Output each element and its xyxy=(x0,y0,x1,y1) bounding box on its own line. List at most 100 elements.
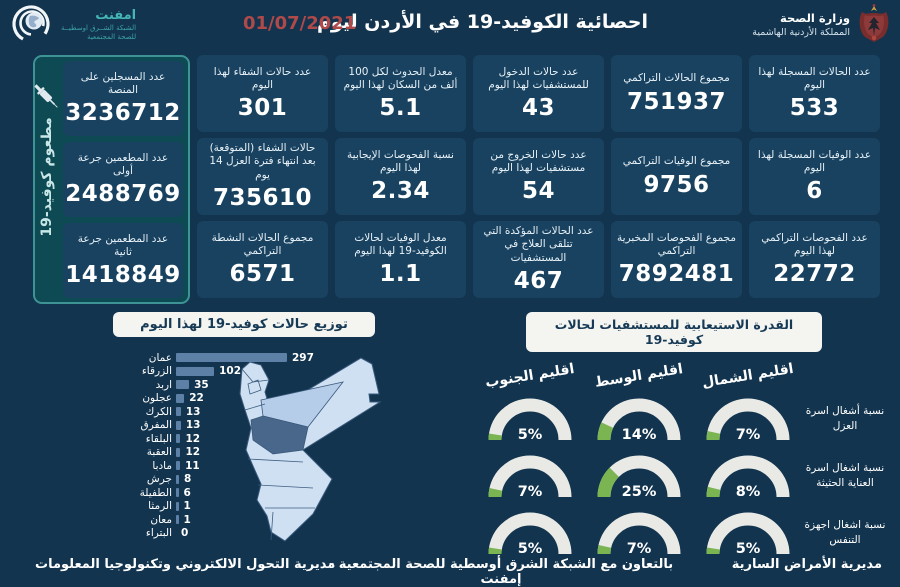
gauge-percent-label: 5% xyxy=(735,541,760,557)
footer-collaboration: بالتعاون مع الشبكة الشرق أوسطية للصحة ال… xyxy=(328,557,674,587)
bar-category-label: معان xyxy=(150,513,172,526)
bar-value: 13 xyxy=(185,405,201,418)
stat-card-value: 467 xyxy=(513,267,564,294)
stat-column: عدد حالات الدخول للمستشفيات لهذا اليوم 43… xyxy=(473,55,604,304)
stat-card: مجموع الفحوصات المخبرية التراكمي 7892481 xyxy=(611,221,742,298)
bar-row: معان 1 xyxy=(58,513,358,527)
stat-card: حالات الشفاء (المتوقعة) بعد انتهاء فترة … xyxy=(197,138,328,215)
gauge: 5% xyxy=(475,390,584,447)
stat-card-label: عدد حالات الخروج من مستشفيات لهذا اليوم xyxy=(490,148,587,174)
bar-value: 12 xyxy=(185,432,201,445)
stat-card-label: مجموع الحالات النشطة التراكمي xyxy=(211,231,314,257)
stat-card-label: عدد المطعمين جرعة ثانية xyxy=(77,232,169,258)
stat-card-label: عدد حالات الشفاء لهذا اليوم xyxy=(213,65,312,91)
stat-column: عدد الحالات المسجلة لهذا اليوم 533 عدد الو… xyxy=(749,55,880,304)
bar-row: عمان 297 xyxy=(58,351,358,365)
vaccination-panel: مطعوم كوفيد-19 عدد المسجلين على المنصة 32… xyxy=(33,55,190,304)
bar-row: عجلون 22 xyxy=(58,392,358,406)
bar-category-label: الزرقاء xyxy=(141,365,172,378)
vaccine-panel-vertical-label: مطعوم كوفيد-19 xyxy=(39,117,55,237)
bar-row: مادبا 11 xyxy=(58,459,358,473)
gauge-arc: 14% xyxy=(597,398,680,443)
stat-card-value: 3236712 xyxy=(65,100,181,127)
stat-card: مجموع الحالات النشطة التراكمي 6571 xyxy=(197,221,328,298)
bar-value: 297 xyxy=(292,351,314,364)
stat-card-label: مجموع الوفيات التراكمي xyxy=(622,155,731,168)
stat-card-value: 22772 xyxy=(773,261,856,288)
gauge: 8% xyxy=(693,447,802,504)
ministry-name: وزارة الصحة xyxy=(780,10,850,25)
cases-bar-chart: عمان 297 الزرقاء 102 اربد 35 عجلون 22 الكرك 13 الم… xyxy=(58,351,358,540)
gauge-arc: 5% xyxy=(488,398,571,443)
stats-area: عدد الحالات المسجلة لهذا اليوم 533 عدد الو… xyxy=(22,55,880,304)
bar xyxy=(176,353,287,363)
stat-card-value: 2488769 xyxy=(65,181,181,208)
bar-row: المفرق 13 xyxy=(58,419,358,433)
bar-value: 8 xyxy=(183,473,192,486)
bar-value: 35 xyxy=(194,378,209,391)
bar xyxy=(176,447,181,457)
gauge: 5% xyxy=(475,504,584,561)
bar-value: 1 xyxy=(183,513,191,526)
stat-card-label: عدد المطعمين جرعة أولى xyxy=(77,151,169,177)
bar-value: 12 xyxy=(185,446,201,459)
bar-row: الكرك 13 xyxy=(58,405,358,419)
map-region-amman xyxy=(250,415,309,455)
bar-value: 6 xyxy=(183,486,191,499)
gauge-percent-label: 7% xyxy=(735,427,760,443)
bar-row: جرش 8 xyxy=(58,473,358,487)
bar xyxy=(176,515,179,525)
gauge-row-label: نسبة اشغال اسرة العناية الحثيثة xyxy=(805,462,885,489)
bar-category-label: العقبة xyxy=(146,446,172,459)
stat-card-label: عدد الحالات المسجلة لهذا اليوم xyxy=(758,65,871,91)
bar-category-label: عجلون xyxy=(142,392,172,405)
gauge: 25% xyxy=(584,447,693,504)
emphnet-logo-block: امفنت الشبكة الشــرق اوسطيــة للصحة المج… xyxy=(8,2,136,46)
stats-columns: عدد الحالات المسجلة لهذا اليوم 533 عدد الو… xyxy=(197,55,880,304)
bar-category-label: الطفيلة xyxy=(139,486,172,499)
stat-card: مجموع الحالات التراكمي 751937 xyxy=(611,55,742,132)
stat-card-value: 6 xyxy=(806,178,823,205)
stat-column: مجموع الحالات التراكمي 751937 مجموع الوفيا… xyxy=(611,55,742,304)
stat-card-label: عدد الفحوصات التراكمي لهذا اليوم xyxy=(761,231,868,257)
gauge-arc: 7% xyxy=(488,455,571,500)
bar-category-label: اربد xyxy=(155,378,172,391)
gauge-arc: 7% xyxy=(597,512,680,557)
gauge-row-label: نسبة أشغال اسرة العزل xyxy=(805,405,885,432)
stat-card-value: 9756 xyxy=(643,171,710,198)
stat-card: عدد المطعمين جرعة ثانية 1418849 xyxy=(63,223,183,298)
gauge-grid-corner xyxy=(802,358,888,390)
stat-card-label: عدد حالات الدخول للمستشفيات لهذا اليوم xyxy=(488,65,589,91)
stat-column: معدل الحدوث لكل 100 ألف من السكان لهذا ا… xyxy=(335,55,466,304)
gauge-arc: 5% xyxy=(488,512,571,557)
gauge-row-label: نسبة اشغال اجهزة التنفس xyxy=(804,519,886,546)
bar xyxy=(176,501,179,511)
bar-value: 1 xyxy=(183,500,191,513)
stat-column: عدد حالات الشفاء لهذا اليوم 301 حالات الشف… xyxy=(197,55,328,304)
jordan-map-outline xyxy=(239,357,382,542)
stat-card-label: معدل الحدوث لكل 100 ألف من السكان لهذا ا… xyxy=(343,65,458,91)
gauge: 7% xyxy=(693,390,802,447)
stat-card: عدد المطعمين جرعة أولى 2488769 xyxy=(63,142,183,217)
gauge-arc: 5% xyxy=(706,512,789,557)
emphnet-line1: الشبكة الشــرق اوسطيــة xyxy=(61,23,137,32)
map-governorate-borders xyxy=(241,368,315,541)
bar xyxy=(176,366,215,376)
emphnet-name: امفنت xyxy=(95,7,137,23)
bar-value: 13 xyxy=(185,419,201,432)
stat-card-value: 533 xyxy=(789,95,840,122)
bar-row: البلقاء 12 xyxy=(58,432,358,446)
stat-card: عدد حالات الخروج من مستشفيات لهذا اليوم 5… xyxy=(473,138,604,215)
bar-category-label: جرش xyxy=(146,473,172,486)
bar xyxy=(176,407,181,417)
bar xyxy=(176,488,179,498)
gauge-percent-label: 5% xyxy=(517,427,542,443)
stat-card: عدد حالات الشفاء لهذا اليوم 301 xyxy=(197,55,328,132)
emphnet-line2: للصحة المجتمعية xyxy=(87,32,137,41)
stat-card-label: حالات الشفاء (المتوقعة) بعد انتهاء فترة … xyxy=(209,142,316,181)
stat-card-label: عدد الحالات المؤكدة التي تتلقى العلاج في… xyxy=(483,225,594,264)
footer-directorate-right: مديرية الأمراض السارية xyxy=(731,557,882,572)
stat-card-value: 7892481 xyxy=(618,261,735,288)
gauge: 14% xyxy=(584,390,693,447)
bar-value: 22 xyxy=(189,392,204,405)
